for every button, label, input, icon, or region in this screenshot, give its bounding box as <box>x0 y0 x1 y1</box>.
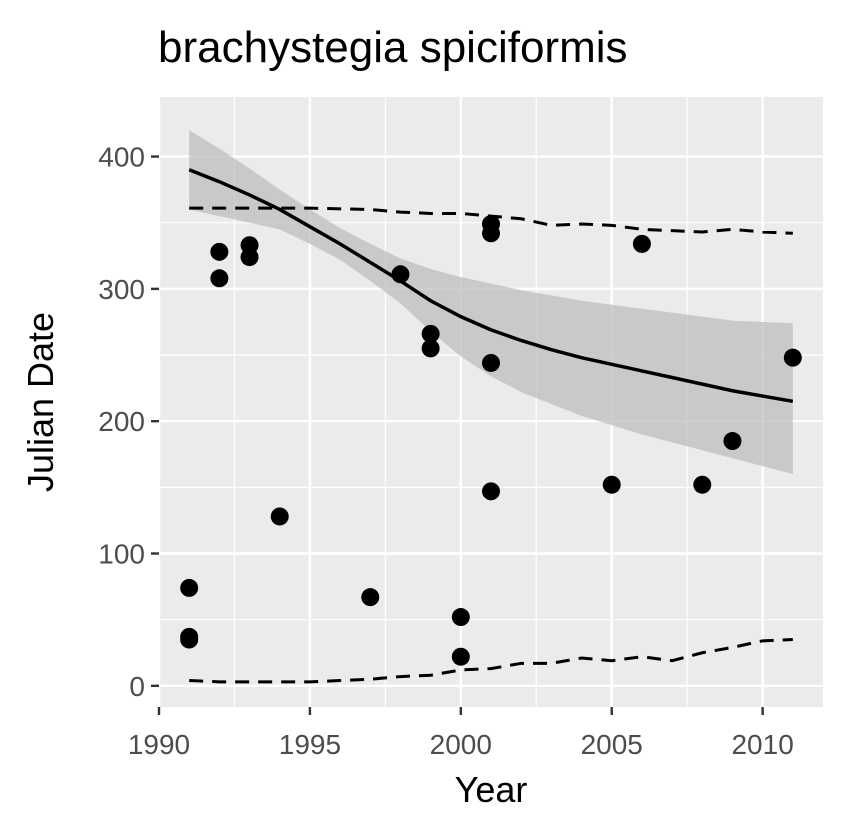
smooth-trend-line <box>188 168 794 404</box>
data-point <box>602 475 621 494</box>
y-tick-label: 300 <box>98 274 145 305</box>
data-point <box>421 324 440 343</box>
x-axis-title: Year <box>455 769 528 810</box>
x-tick-label: 1995 <box>279 729 341 760</box>
data-point <box>451 608 470 627</box>
data-points <box>180 215 802 666</box>
data-point <box>482 482 500 501</box>
data-point <box>210 242 229 261</box>
x-tick-label: 2000 <box>430 729 492 760</box>
y-tick-label: 200 <box>98 406 145 437</box>
data-point <box>180 630 199 649</box>
data-point <box>783 348 802 367</box>
data-point <box>693 475 712 494</box>
data-point <box>210 269 229 288</box>
major-grid <box>157 97 823 707</box>
upper-dashed-line <box>189 206 793 235</box>
data-point <box>391 265 410 284</box>
data-point <box>632 234 651 253</box>
data-point <box>270 507 289 526</box>
x-tick-label: 2010 <box>731 729 793 760</box>
y-tick-label: 100 <box>98 539 145 570</box>
y-axis-title: Julian Date <box>20 312 61 492</box>
data-point <box>180 578 199 597</box>
lower-dashed-line <box>189 638 793 684</box>
x-tick-label: 2005 <box>581 729 643 760</box>
data-point <box>482 224 500 243</box>
data-point <box>482 353 500 372</box>
data-point <box>240 248 259 267</box>
y-tick-label: 400 <box>98 142 145 173</box>
data-point <box>361 588 380 607</box>
data-point <box>451 647 470 666</box>
chart-title: brachystegia spiciformis <box>158 23 628 72</box>
x-axis: 1990 1995 2000 2005 2010 <box>128 707 794 760</box>
y-axis: 0 100 200 300 400 <box>98 142 159 702</box>
y-tick-label: 0 <box>129 671 145 702</box>
x-tick-label: 1990 <box>128 729 190 760</box>
data-point <box>723 432 742 451</box>
confidence-band <box>189 130 793 475</box>
data-point <box>421 339 440 358</box>
